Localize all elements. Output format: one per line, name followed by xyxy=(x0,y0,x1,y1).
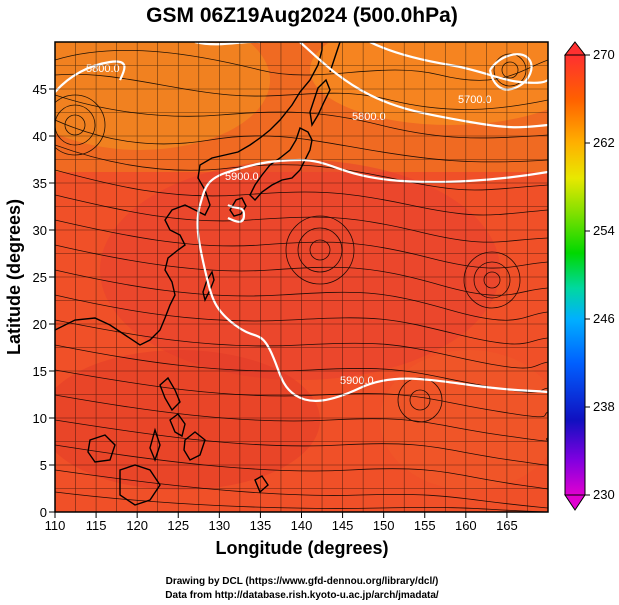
colorbar-tick-label: 238 xyxy=(593,399,615,414)
contour-label: 5900.0 xyxy=(340,375,374,387)
contour-label: 5800.0 xyxy=(352,111,386,123)
y-axis-ticks: 0 5 10 15 20 25 30 35 40 45 xyxy=(33,82,55,520)
y-tick-label: 10 xyxy=(33,411,47,426)
colorbar-tick-label: 246 xyxy=(593,311,615,326)
y-tick-label: 20 xyxy=(33,317,47,332)
x-tick-label: 135 xyxy=(250,518,272,533)
x-tick-label: 125 xyxy=(167,518,189,533)
y-tick-label: 0 xyxy=(40,505,47,520)
colorbar-max-arrow xyxy=(563,41,587,56)
x-tick-label: 115 xyxy=(86,518,107,533)
chart-title: GSM 06Z19Aug2024 (500.0hPa) xyxy=(146,4,458,27)
contour-label: 5900.0 xyxy=(225,171,259,183)
x-tick-label: 145 xyxy=(332,518,354,533)
colorbar-tick-label: 262 xyxy=(593,135,615,150)
contour-labels: 5700.0 5800.0 5800.0 5900.0 5900.0 xyxy=(86,63,492,387)
colorbar-min-arrow xyxy=(564,494,586,511)
contour-label: 5700.0 xyxy=(458,94,492,106)
height-contours xyxy=(55,42,548,402)
x-tick-label: 120 xyxy=(126,518,148,533)
y-tick-label: 25 xyxy=(33,270,47,285)
contour-label: 5800.0 xyxy=(86,63,120,75)
x-tick-label: 165 xyxy=(496,518,518,533)
colorbar-tick-label: 230 xyxy=(593,487,615,502)
y-tick-label: 15 xyxy=(33,364,47,379)
colorbar-scale xyxy=(564,54,586,496)
x-tick-label: 140 xyxy=(291,518,313,533)
x-axis-label: Longitude (degrees) xyxy=(215,538,388,558)
credit-dcl: Drawing by DCL (https://www.gfd-dennou.o… xyxy=(166,576,439,587)
y-axis-label: Latitude (degrees) xyxy=(4,199,24,355)
x-tick-label: 155 xyxy=(414,518,436,533)
y-tick-label: 45 xyxy=(33,82,47,97)
colorbar-tick-label: 270 xyxy=(593,47,615,62)
x-tick-label: 150 xyxy=(373,518,395,533)
x-axis-ticks: 110 115 120 125 130 135 140 145 150 155 160 165 xyxy=(45,512,518,533)
x-tick-label: 130 xyxy=(208,518,230,533)
y-tick-label: 5 xyxy=(40,458,47,473)
x-tick-label: 110 xyxy=(45,518,66,533)
credit-data: Data from http://database.rish.kyoto-u.a… xyxy=(165,590,439,601)
colorbar: 230 238 246 254 262 270 xyxy=(563,41,615,511)
y-tick-label: 30 xyxy=(33,223,47,238)
y-tick-label: 40 xyxy=(33,129,47,144)
x-tick-label: 160 xyxy=(455,518,477,533)
lat-lon-grid xyxy=(55,42,548,512)
streamlines xyxy=(55,49,548,512)
y-tick-label: 35 xyxy=(33,176,47,191)
colorbar-tick-label: 254 xyxy=(593,223,615,238)
